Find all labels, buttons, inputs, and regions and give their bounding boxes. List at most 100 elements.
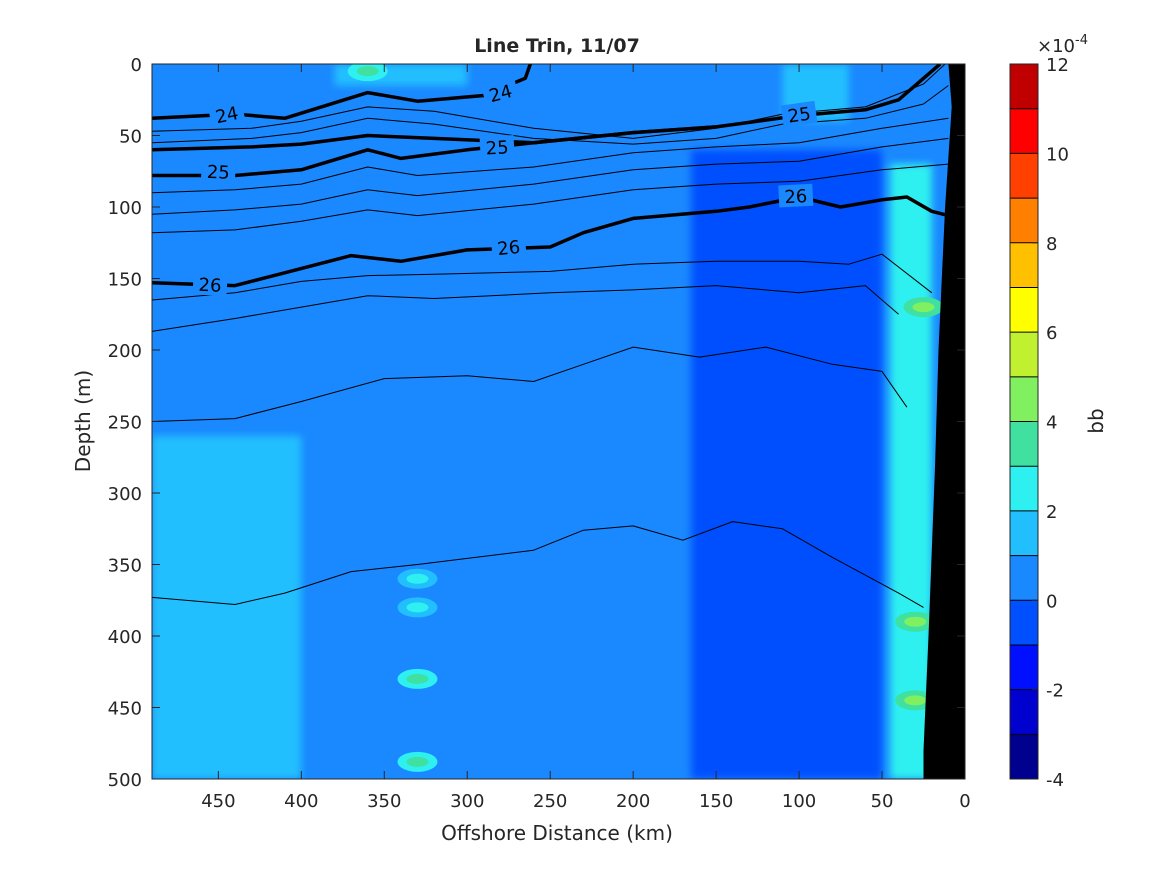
colorbar-tick-label: -4 bbox=[1046, 770, 1064, 791]
colorbar-tick-label: 6 bbox=[1046, 323, 1057, 344]
spot-inner-4 bbox=[912, 302, 935, 313]
y-tick-label: 250 bbox=[108, 413, 142, 434]
continental-shelf-mask bbox=[923, 64, 965, 779]
spot-inner-5 bbox=[904, 616, 927, 627]
contour-label-text: 26 bbox=[496, 237, 521, 260]
contour-label-25-3: 25 bbox=[479, 135, 515, 159]
fill-zones bbox=[152, 64, 932, 779]
colorbar-tick-label: 10 bbox=[1046, 144, 1069, 165]
x-tick-label: 100 bbox=[782, 791, 816, 812]
contour-label-24-0: 24 bbox=[207, 99, 246, 129]
colorbar-tick-label: 4 bbox=[1046, 413, 1057, 434]
x-tick-label: 150 bbox=[699, 791, 733, 812]
spot-inner-3 bbox=[406, 756, 429, 767]
x-tick-label: 450 bbox=[201, 791, 235, 812]
colorbar-tick-label: 2 bbox=[1046, 502, 1057, 523]
colorbar-swatch bbox=[1010, 421, 1038, 467]
colorbar-tick-label: -2 bbox=[1046, 681, 1064, 702]
fill-spots bbox=[347, 64, 944, 772]
colorbar-swatch bbox=[1010, 510, 1038, 556]
colorbar-tick-label: 0 bbox=[1046, 591, 1057, 612]
x-tick-label: 300 bbox=[450, 791, 484, 812]
colorbar-swatch bbox=[1010, 734, 1038, 779]
y-tick-label: 0 bbox=[131, 55, 142, 76]
colorbar-tick-label: 8 bbox=[1046, 234, 1057, 255]
contour-label-text: 26 bbox=[784, 186, 808, 208]
contour-label-26-6: 26 bbox=[490, 234, 527, 260]
contour-label-bg bbox=[192, 272, 228, 297]
contour-label-bg bbox=[780, 100, 818, 128]
x-tick-label: 250 bbox=[533, 791, 567, 812]
y-tick-label: 350 bbox=[108, 556, 142, 577]
spot-inner-7 bbox=[356, 66, 379, 77]
contour-label-text: 25 bbox=[206, 162, 230, 184]
chart-title: Line Trin, 11/07 bbox=[474, 35, 640, 57]
y-tick-label: 100 bbox=[108, 198, 142, 219]
colorbar-swatch bbox=[1010, 242, 1038, 288]
contour-line-25.5-6 bbox=[152, 137, 949, 215]
contour-line-24.5-2 bbox=[152, 85, 949, 145]
colorbar-swatch bbox=[1010, 332, 1038, 377]
colorbar-swatch bbox=[1010, 376, 1038, 422]
contour-label-bg bbox=[479, 135, 515, 159]
y-tick-label: 500 bbox=[108, 770, 142, 791]
colorbar-swatch bbox=[1010, 466, 1038, 511]
y-tick-label: 50 bbox=[119, 127, 142, 148]
contour-line-25.75-7 bbox=[152, 163, 949, 234]
x-tick-label: 50 bbox=[871, 791, 894, 812]
contour-label-text: 24 bbox=[214, 103, 241, 128]
y-axis-ticks: 0 50 100 150 200 250 300 350 400 450 500 bbox=[108, 55, 965, 791]
colorbar-swatch bbox=[1010, 287, 1038, 333]
x-tick-label: 200 bbox=[616, 791, 650, 812]
colorbar-swatch bbox=[1010, 108, 1038, 154]
contour-label-bg bbox=[207, 99, 246, 129]
colorbar-swatch bbox=[1010, 600, 1038, 645]
colorbar-swatch bbox=[1010, 644, 1038, 690]
y-tick-label: 300 bbox=[108, 484, 142, 505]
contour-label-text: 26 bbox=[198, 275, 222, 297]
contour-line-26.5-10 bbox=[152, 285, 899, 332]
contour-line-26.25-9 bbox=[152, 253, 933, 301]
contour-line-26-8 bbox=[152, 195, 949, 288]
spot-inner-0 bbox=[406, 573, 429, 584]
contour-label-bg bbox=[778, 183, 814, 208]
zone-nearshore-band bbox=[890, 164, 932, 779]
x-tick-label: 400 bbox=[284, 791, 318, 812]
colorbar-swatch bbox=[1010, 64, 1038, 109]
contour-label-25-4: 25 bbox=[200, 159, 236, 184]
contour-line-27-12 bbox=[152, 521, 924, 608]
x-tick-label: 350 bbox=[367, 791, 401, 812]
colorbar-swatches bbox=[1010, 64, 1038, 779]
colorbar-swatch bbox=[1010, 689, 1038, 735]
colorbar-swatch bbox=[1010, 555, 1038, 601]
y-axis-label: Depth (m) bbox=[71, 370, 95, 472]
contour-label-26-7: 26 bbox=[192, 272, 228, 297]
zone-low-band bbox=[691, 149, 883, 779]
colorbar-exponent-base: ×10 bbox=[1037, 36, 1075, 57]
contour-label-bg bbox=[490, 234, 527, 260]
colorbar-exponent-power: -4 bbox=[1075, 33, 1088, 48]
zone-offshore-band bbox=[152, 435, 302, 779]
spot-inner-1 bbox=[406, 602, 429, 613]
contour-label-text: 25 bbox=[485, 137, 509, 159]
colorbar-tick-label: 12 bbox=[1046, 55, 1069, 76]
colorbar-label: bb bbox=[1084, 408, 1108, 433]
spot-inner-6 bbox=[904, 695, 927, 706]
contour-line-25.25-5 bbox=[152, 117, 949, 194]
x-axis-ticks: 450 400 350 300 250 200 150 100 50 0 bbox=[201, 64, 971, 812]
contour-label-bg bbox=[200, 159, 236, 184]
colorbar-ticks: 12 10 8 6 4 2 0 -2 -4 bbox=[1032, 55, 1069, 791]
contour-line-26.75-11 bbox=[152, 346, 908, 422]
contour-label-26-5: 26 bbox=[778, 183, 814, 208]
contour-line-24.25-1 bbox=[152, 64, 946, 139]
contour-label-25-2: 25 bbox=[780, 100, 818, 128]
contour-label-bg bbox=[481, 77, 520, 108]
contour-label-text: 25 bbox=[787, 104, 813, 128]
x-tick-label: 0 bbox=[959, 791, 970, 812]
colorbar-swatch bbox=[1010, 153, 1038, 199]
contour-line-25-4 bbox=[152, 125, 717, 178]
